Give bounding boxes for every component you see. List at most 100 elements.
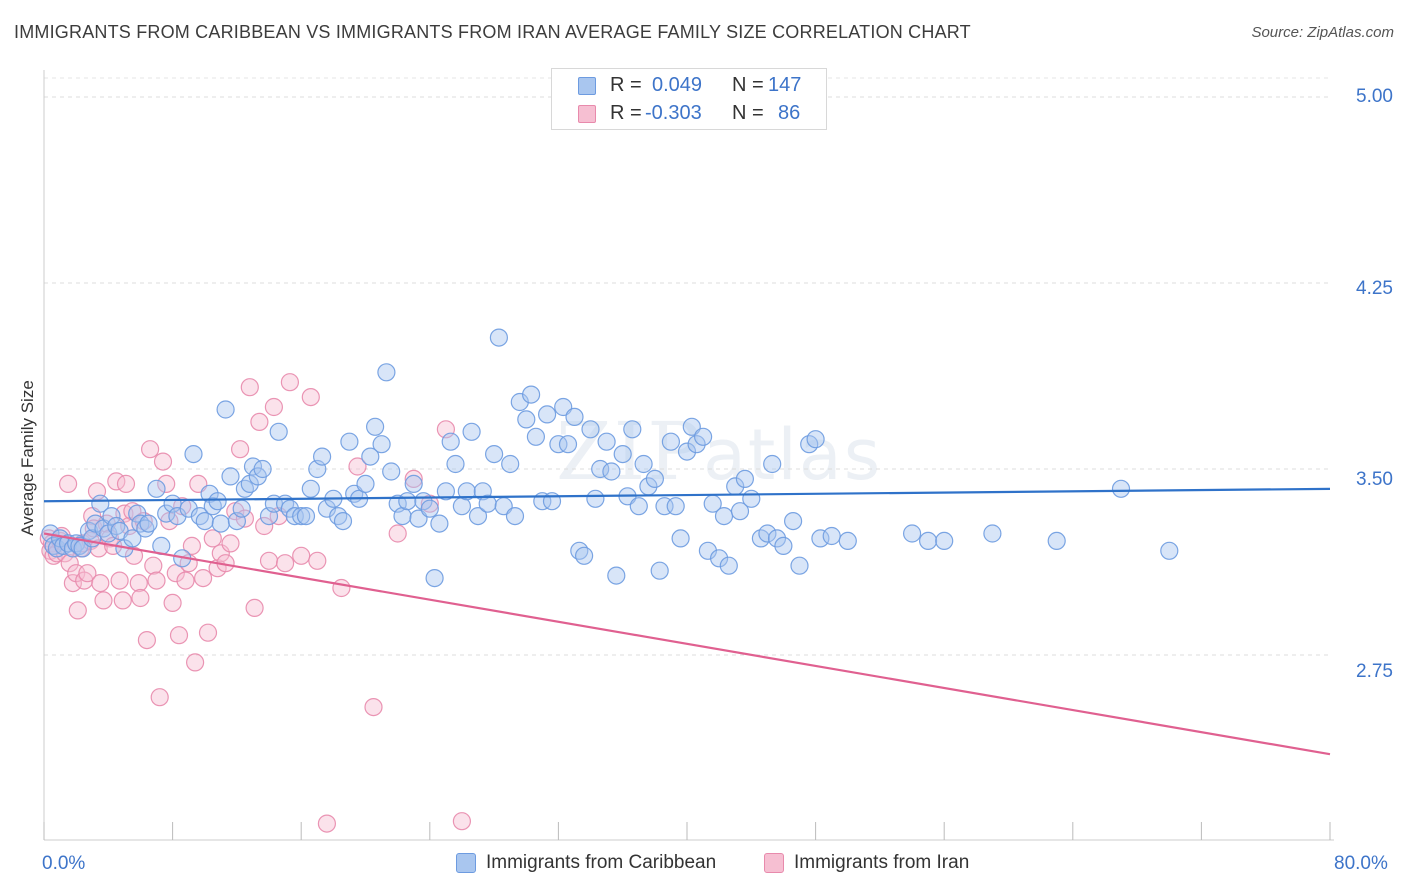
data-point <box>645 469 665 488</box>
data-point <box>425 568 444 588</box>
data-point <box>650 561 669 580</box>
data-point <box>113 591 132 610</box>
n-value: 86 <box>778 102 801 124</box>
data-point <box>190 506 209 526</box>
data-point <box>231 440 250 459</box>
x-tick-right: 80.0% <box>1334 853 1388 874</box>
data-point <box>253 459 272 479</box>
data-point <box>671 529 690 548</box>
data-point <box>687 435 706 454</box>
data-point <box>468 506 488 526</box>
data-point <box>94 591 113 610</box>
data-point <box>194 568 213 588</box>
data-point <box>377 363 396 382</box>
chart-title: IMMIGRANTS FROM CARIBBEAN VS IMMIGRANTS … <box>14 22 971 42</box>
data-point <box>139 514 158 533</box>
data-point <box>116 474 136 493</box>
data-point <box>157 504 176 523</box>
correlation-legend: R = 0.049 N = 147 R = -0.303 N = 86 <box>551 68 827 130</box>
bottom-legend-caribbean: Immigrants from Caribbean <box>456 851 756 877</box>
data-point <box>221 534 240 553</box>
data-point <box>404 469 423 488</box>
data-point <box>361 447 380 466</box>
data-point <box>245 598 264 618</box>
data-point <box>364 697 383 717</box>
trend-line <box>43 532 1331 756</box>
data-point <box>110 571 129 590</box>
data-point <box>169 626 189 645</box>
r-value: -0.303 <box>645 102 702 124</box>
y-tick-2-75: 2.75 <box>1356 661 1393 682</box>
data-point <box>44 536 63 556</box>
data-point <box>811 529 830 548</box>
data-point <box>264 397 283 417</box>
data-point <box>123 529 142 548</box>
data-point <box>91 494 110 513</box>
bottom-legend-iran: Immigrants from Iran <box>764 851 1024 877</box>
data-point <box>822 526 841 546</box>
data-point <box>280 373 299 392</box>
source-credit: Source: ZipAtlas.com <box>1251 24 1394 41</box>
legend-swatch-caribbean <box>578 77 596 95</box>
legend-row-caribbean: R = 0.049 N = 147 <box>552 71 828 99</box>
data-point <box>462 422 481 441</box>
data-point <box>269 422 288 441</box>
data-point <box>783 511 803 531</box>
data-point <box>485 445 504 464</box>
data-point <box>259 551 279 570</box>
data-point <box>134 511 153 531</box>
y-tick-4-25: 4.25 <box>1356 278 1393 299</box>
data-point <box>136 519 155 538</box>
data-point <box>677 442 697 461</box>
data-point <box>549 435 568 454</box>
data-point <box>340 432 359 451</box>
data-point <box>742 489 761 508</box>
data-point <box>709 549 729 568</box>
data-point <box>308 551 327 570</box>
data-point <box>332 578 351 598</box>
data-point <box>372 435 391 454</box>
n-value: 147 <box>768 74 802 96</box>
data-point <box>758 524 777 543</box>
y-tick-5-00: 5.00 <box>1356 86 1393 107</box>
data-point <box>186 653 205 672</box>
data-point <box>918 531 938 551</box>
data-point <box>591 459 610 479</box>
data-point <box>150 688 169 707</box>
data-point <box>131 588 150 608</box>
data-point <box>666 497 685 516</box>
gridlines <box>44 77 1330 656</box>
data-point <box>382 462 401 481</box>
data-point <box>157 474 176 493</box>
data-point <box>240 378 259 397</box>
data-point <box>91 573 110 593</box>
data-point <box>489 328 508 347</box>
data-point <box>730 502 750 521</box>
trend-lines <box>43 487 1331 756</box>
x-tick-left: 0.0% <box>42 853 86 874</box>
data-point <box>446 454 465 474</box>
y-tick-3-50: 3.50 <box>1356 469 1393 490</box>
n-label: N = <box>732 102 764 124</box>
data-point <box>216 400 235 419</box>
data-point <box>510 392 529 412</box>
r-label: R = <box>610 102 642 124</box>
data-point <box>221 467 240 486</box>
swatch-iran <box>764 853 784 873</box>
data-point <box>292 506 311 526</box>
data-point <box>317 814 336 833</box>
data-point <box>250 412 269 431</box>
data-point <box>1160 541 1179 560</box>
data-point <box>420 499 439 518</box>
r-value: 0.049 <box>652 74 703 96</box>
data-point <box>767 529 787 548</box>
data-point <box>838 531 857 551</box>
data-point <box>276 554 295 573</box>
legend-label-iran: Immigrants from Iran <box>794 852 970 873</box>
data-point <box>348 457 367 476</box>
data-point <box>313 447 332 466</box>
data-point <box>107 516 126 536</box>
data-point <box>457 482 476 501</box>
swatch-caribbean <box>456 853 476 873</box>
data-point <box>301 479 320 498</box>
